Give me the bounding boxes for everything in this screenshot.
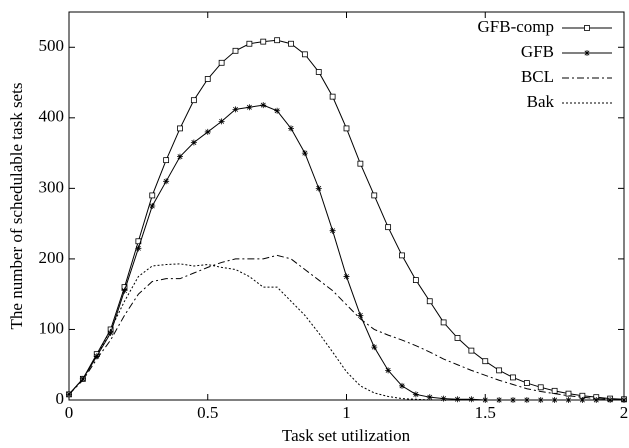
marker [399, 382, 405, 389]
marker [385, 367, 392, 374]
marker [551, 397, 558, 403]
marker [218, 59, 225, 66]
marker [426, 298, 433, 305]
y-tick-label: 200 [39, 248, 65, 267]
marker [163, 178, 170, 185]
marker [135, 245, 142, 252]
y-tick-label: 500 [39, 36, 65, 55]
legend-label: Bak [527, 92, 555, 111]
marker [371, 344, 378, 351]
x-tick-label: 1.5 [475, 403, 496, 422]
marker [468, 347, 475, 354]
legend-label: BCL [521, 67, 554, 86]
marker [412, 391, 419, 398]
marker [177, 153, 183, 160]
marker [315, 185, 322, 192]
marker [440, 319, 447, 326]
marker [510, 374, 516, 381]
marker [177, 125, 183, 132]
marker [190, 97, 197, 104]
legend-label: GFB [521, 42, 554, 61]
marker [329, 93, 336, 100]
marker [218, 118, 225, 125]
marker [288, 40, 294, 47]
x-tick-label: 1 [342, 403, 351, 422]
series-line [68, 263, 624, 401]
marker [357, 160, 364, 167]
marker [537, 384, 544, 391]
marker [454, 335, 461, 341]
marker [551, 387, 558, 394]
marker [149, 203, 156, 209]
marker [482, 358, 489, 365]
legend-label: GFB-comp [478, 17, 555, 36]
marker [584, 25, 590, 31]
marker [607, 397, 614, 403]
y-tick-label: 0 [56, 389, 65, 408]
marker [343, 273, 350, 280]
marker [288, 125, 294, 132]
marker [260, 102, 267, 109]
series-line [68, 104, 624, 401]
marker [412, 277, 419, 283]
marker [399, 252, 405, 259]
marker [232, 47, 239, 54]
marker [274, 37, 281, 44]
marker [232, 106, 239, 113]
marker [343, 125, 350, 132]
marker [371, 192, 378, 199]
marker [246, 40, 253, 47]
marker [523, 397, 530, 403]
marker [357, 312, 364, 319]
marker [190, 139, 197, 146]
marker [482, 397, 489, 403]
marker [246, 104, 253, 111]
marker [260, 38, 267, 45]
x-tick-label: 0 [65, 403, 74, 422]
marker [584, 50, 590, 56]
series-line [68, 254, 625, 401]
marker [93, 353, 100, 360]
marker [204, 128, 211, 135]
marker [579, 397, 586, 403]
y-axis-label: The number of schedulable task sets [7, 83, 26, 330]
marker [301, 150, 308, 157]
marker [440, 395, 447, 402]
marker [163, 157, 170, 164]
marker [301, 51, 308, 58]
marker [426, 394, 433, 401]
marker [315, 69, 322, 75]
y-tick-label: 100 [39, 318, 65, 337]
marker [107, 329, 114, 336]
marker [204, 76, 211, 82]
marker [274, 107, 281, 114]
marker [329, 227, 336, 234]
y-tick-label: 400 [39, 107, 65, 126]
marker [121, 287, 128, 294]
marker [149, 192, 156, 199]
marker [468, 396, 475, 403]
y-tick-label: 300 [39, 177, 65, 196]
x-tick-label: 0.5 [197, 403, 218, 422]
marker [523, 380, 530, 386]
x-tick-label: 2 [620, 403, 629, 422]
x-axis-label: Task set utilization [282, 426, 411, 445]
marker [496, 367, 503, 374]
marker [454, 396, 461, 403]
marker [385, 224, 392, 231]
marker [510, 397, 516, 403]
